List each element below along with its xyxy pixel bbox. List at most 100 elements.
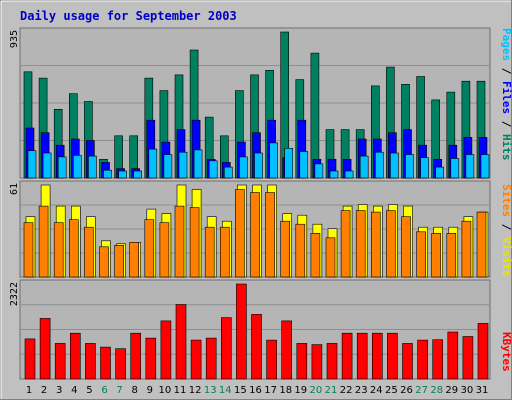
day-label-7: 7	[116, 385, 122, 396]
kbytes-bar-kbytes-day-9	[145, 337, 157, 380]
kbytes-bar-kbytes-day-13	[205, 337, 217, 380]
visits-bar-sites-day-19	[295, 223, 306, 278]
day-label-30: 30	[461, 385, 474, 396]
visits-bar-sites-day-21	[325, 237, 336, 278]
day-label-15: 15	[234, 385, 247, 396]
kbytes-bar-kbytes-day-28	[432, 339, 444, 380]
day-label-16: 16	[249, 385, 262, 396]
day-label-27: 27	[415, 385, 428, 396]
kbytes-bar-kbytes-day-22	[341, 332, 353, 380]
visits-ymax-label: 61	[9, 183, 20, 195]
day-label-10: 10	[159, 385, 172, 396]
hits-bar-pages-day-14	[224, 166, 233, 179]
hits-bar-pages-day-10	[163, 154, 173, 179]
day-label-22: 22	[340, 385, 353, 396]
hits-bar-pages-day-20	[314, 163, 324, 179]
kbytes-bar-kbytes-day-19	[296, 343, 308, 380]
hits-bar-pages-day-16	[254, 152, 263, 179]
day-label-2: 2	[41, 385, 47, 396]
kbytes-bar-kbytes-day-24	[371, 332, 383, 380]
day-label-18: 18	[279, 385, 292, 396]
hits-bar-pages-day-31	[480, 154, 490, 179]
hits-bar-pages-day-3	[57, 156, 67, 179]
kbytes-bar-kbytes-day-25	[387, 332, 398, 380]
day-label-11: 11	[174, 385, 187, 396]
day-label-21: 21	[325, 385, 338, 396]
kbytes-bar-kbytes-day-26	[402, 343, 413, 380]
day-label-14: 14	[219, 385, 232, 396]
hits-bar-pages-day-29	[450, 158, 460, 179]
visits-bar-sites-day-17	[265, 192, 275, 278]
visits-bar-sites-day-13	[204, 226, 215, 278]
day-label-23: 23	[355, 385, 368, 396]
visits-bar-sites-day-3	[53, 222, 64, 278]
hits-bar-pages-day-30	[465, 154, 475, 179]
kbytes-bar-kbytes-day-1	[24, 338, 36, 380]
visits-bar-sites-day-30	[461, 220, 472, 278]
visits-bar-sites-day-7	[114, 245, 124, 278]
hits-bar-pages-day-5	[88, 155, 97, 179]
hits-bar-pages-day-8	[133, 170, 142, 179]
hits-bar-pages-day-28	[435, 166, 445, 179]
hits-bar-pages-day-23	[359, 155, 369, 179]
kbytes-bar-kbytes-day-17	[266, 339, 277, 380]
hits-ymax-label: 935	[9, 30, 20, 48]
legend-hits: Hits	[500, 134, 512, 161]
visits-bar-sites-day-16	[250, 192, 260, 278]
visits-bar-sites-day-11	[174, 205, 185, 278]
visits-bar-sites-day-28	[431, 233, 442, 278]
hits-bar-pages-day-27	[420, 157, 429, 179]
kbytes-bar-kbytes-day-20	[311, 344, 323, 380]
hits-bar-pages-day-11	[178, 151, 188, 179]
day-label-12: 12	[189, 385, 202, 396]
legend-sep-2: /	[500, 114, 512, 134]
visits-bar-sites-day-20	[310, 233, 321, 278]
visits-bar-sites-day-26	[401, 216, 411, 278]
hits-bars	[23, 31, 490, 179]
legend-sep-1: /	[500, 61, 512, 81]
kbytes-bar-kbytes-day-8	[130, 332, 141, 380]
kbytes-bar-kbytes-day-14	[221, 317, 232, 380]
legend-visits: Visits	[500, 237, 512, 277]
kbytes-bar-kbytes-day-10	[160, 320, 172, 380]
visits-bar-sites-day-10	[159, 222, 170, 278]
legend-files: Files	[500, 81, 512, 114]
legend-sep-3: /	[500, 217, 512, 237]
visits-bar-sites-day-2	[38, 205, 49, 278]
hits-bar-pages-day-1	[27, 150, 37, 179]
hits-bar-pages-day-17	[269, 142, 278, 179]
kbytes-bar-kbytes-day-16	[251, 314, 262, 380]
day-label-31: 31	[476, 385, 489, 396]
hits-bar-pages-day-2	[42, 152, 52, 179]
day-label-19: 19	[294, 385, 307, 396]
hits-bar-pages-day-26	[405, 154, 414, 179]
visits-panel-legend: Sites / Visits	[500, 184, 512, 277]
day-label-3: 3	[56, 385, 62, 396]
day-label-25: 25	[385, 385, 398, 396]
day-label-29: 29	[445, 385, 458, 396]
day-label-17: 17	[264, 385, 277, 396]
visits-bar-sites-day-14	[220, 226, 230, 278]
visits-bar-sites-day-12	[189, 207, 200, 278]
chart-title: Daily usage for September 2003	[20, 9, 237, 23]
kbytes-bar-kbytes-day-5	[85, 343, 96, 380]
kbytes-bar-kbytes-day-3	[54, 343, 66, 380]
visits-bar-sites-day-1	[23, 222, 34, 278]
hits-bar-pages-day-24	[374, 151, 384, 179]
visits-bar-sites-day-22	[340, 210, 351, 278]
kbytes-bar-kbytes-day-2	[39, 318, 51, 380]
kbytes-ymax-label: 2322	[9, 282, 20, 306]
visits-bar-sites-day-23	[355, 210, 366, 278]
kbytes-bar-kbytes-day-6	[100, 346, 111, 380]
kbytes-bar-kbytes-day-31	[477, 323, 489, 380]
visits-bar-sites-day-27	[416, 231, 426, 278]
kbytes-bar-kbytes-day-11	[175, 304, 187, 380]
hits-bar-pages-day-18	[284, 148, 294, 179]
day-label-6: 6	[101, 385, 107, 396]
visits-bar-sites-day-8	[129, 242, 139, 278]
day-label-20: 20	[310, 385, 323, 396]
hits-bar-pages-day-13	[208, 160, 218, 179]
hits-bar-pages-day-22	[344, 170, 354, 179]
